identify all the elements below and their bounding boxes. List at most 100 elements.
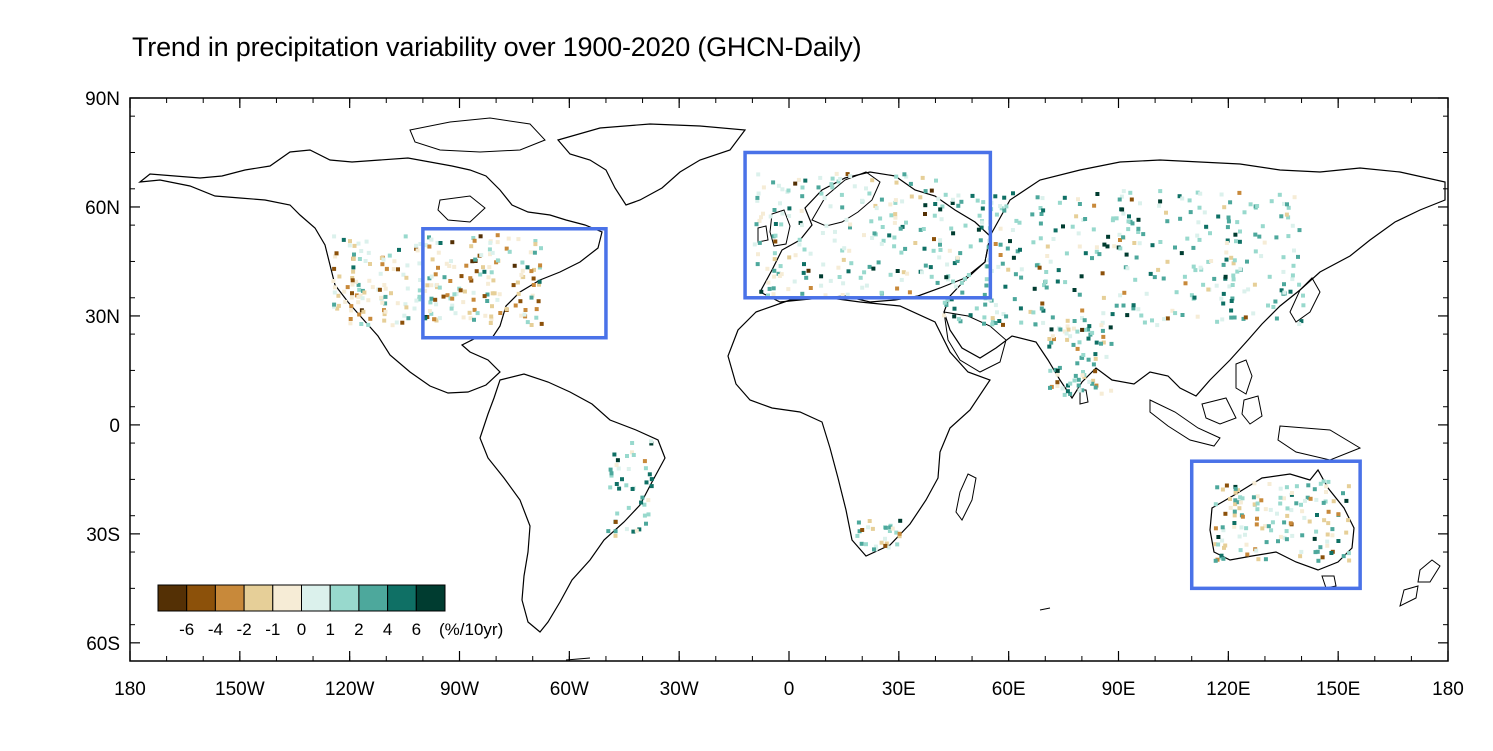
station-cell bbox=[894, 180, 899, 185]
station-cell bbox=[1255, 204, 1260, 208]
station-cell bbox=[458, 288, 463, 293]
station-cell bbox=[937, 255, 942, 260]
station-cell bbox=[1156, 267, 1161, 272]
station-cell bbox=[787, 214, 792, 218]
station-cell bbox=[400, 320, 405, 325]
station-cell bbox=[1237, 534, 1242, 539]
station-cell bbox=[1112, 244, 1117, 249]
station-cell bbox=[756, 252, 760, 257]
station-cell bbox=[425, 283, 430, 288]
station-cell bbox=[1237, 239, 1242, 244]
station-cell bbox=[1028, 309, 1033, 314]
station-cell bbox=[1216, 535, 1221, 539]
station-cell bbox=[772, 251, 777, 256]
station-cell bbox=[481, 265, 485, 270]
station-cell bbox=[429, 283, 434, 288]
colorbar-swatch bbox=[387, 584, 417, 612]
station-cell bbox=[1061, 224, 1065, 229]
station-cell bbox=[467, 310, 472, 315]
station-cell bbox=[438, 241, 443, 245]
station-cell bbox=[1243, 532, 1247, 537]
station-cell bbox=[1118, 293, 1123, 298]
station-cell bbox=[1196, 220, 1201, 225]
station-cell bbox=[940, 204, 945, 209]
lon-tick-label: 30E bbox=[882, 679, 916, 700]
station-cell bbox=[1144, 291, 1149, 296]
station-cell bbox=[1278, 501, 1283, 506]
station-cell bbox=[1231, 273, 1236, 278]
station-cell bbox=[984, 283, 989, 288]
station-cell bbox=[1292, 248, 1296, 253]
station-cell bbox=[1215, 485, 1220, 490]
station-cell bbox=[952, 314, 957, 319]
station-cell bbox=[895, 542, 900, 547]
station-cell bbox=[469, 278, 474, 283]
station-cell bbox=[1066, 327, 1071, 332]
station-cell bbox=[1240, 514, 1245, 519]
station-cell bbox=[836, 179, 841, 184]
station-cell bbox=[1294, 501, 1299, 506]
station-cell bbox=[1049, 327, 1054, 332]
station-cell bbox=[1044, 285, 1049, 290]
station-cell bbox=[955, 259, 960, 263]
station-cell bbox=[469, 244, 474, 249]
station-cell bbox=[351, 269, 356, 274]
station-cell bbox=[468, 276, 473, 281]
station-cell bbox=[1346, 484, 1351, 489]
station-cell bbox=[382, 312, 387, 317]
station-cell bbox=[1232, 521, 1237, 525]
station-cell bbox=[874, 206, 879, 211]
station-cell bbox=[404, 275, 409, 280]
station-cell bbox=[1122, 290, 1127, 295]
station-cell bbox=[1076, 383, 1081, 388]
station-cell bbox=[1079, 355, 1084, 360]
station-cell bbox=[855, 533, 860, 538]
station-cell bbox=[1223, 511, 1228, 516]
station-cell bbox=[857, 529, 862, 534]
station-cell bbox=[1109, 388, 1114, 393]
station-cell bbox=[454, 291, 459, 296]
station-cell bbox=[378, 271, 383, 276]
station-cell bbox=[889, 213, 894, 218]
station-cell bbox=[1065, 324, 1070, 329]
station-cell bbox=[968, 313, 973, 318]
station-cell bbox=[1298, 554, 1303, 559]
station-cell bbox=[1015, 249, 1020, 254]
station-cell bbox=[1221, 556, 1226, 561]
station-cell bbox=[498, 311, 503, 315]
station-cell bbox=[1282, 496, 1286, 501]
station-cell bbox=[642, 513, 647, 518]
station-cell bbox=[879, 540, 884, 545]
station-cell bbox=[1223, 543, 1228, 548]
station-cell bbox=[800, 185, 805, 190]
station-cell bbox=[354, 279, 359, 284]
station-cell bbox=[1193, 268, 1198, 273]
station-cell bbox=[1126, 227, 1131, 232]
station-cell bbox=[368, 262, 372, 266]
station-cell bbox=[1285, 506, 1290, 511]
station-cell bbox=[1083, 217, 1088, 221]
station-cell bbox=[624, 527, 629, 532]
station-cell bbox=[423, 288, 428, 293]
station-cell bbox=[495, 240, 500, 245]
station-cell bbox=[1041, 320, 1046, 325]
africa-coastline bbox=[727, 297, 991, 557]
station-cell bbox=[1198, 265, 1203, 270]
station-cell bbox=[892, 235, 897, 240]
station-cell bbox=[433, 297, 438, 302]
station-cell bbox=[1126, 219, 1131, 224]
station-cell bbox=[984, 277, 989, 282]
station-cell bbox=[1086, 357, 1091, 362]
station-cell bbox=[1165, 219, 1170, 224]
station-cell bbox=[495, 233, 500, 238]
station-cell bbox=[1076, 231, 1081, 236]
station-cell bbox=[881, 238, 886, 243]
station-cell bbox=[1325, 532, 1330, 537]
station-cell bbox=[336, 303, 341, 308]
station-cell bbox=[1239, 525, 1244, 530]
station-cell bbox=[394, 320, 399, 325]
station-cell bbox=[1090, 381, 1095, 386]
station-cell bbox=[1329, 551, 1334, 555]
station-cell bbox=[893, 200, 898, 205]
north-america-coastline bbox=[138, 149, 603, 394]
